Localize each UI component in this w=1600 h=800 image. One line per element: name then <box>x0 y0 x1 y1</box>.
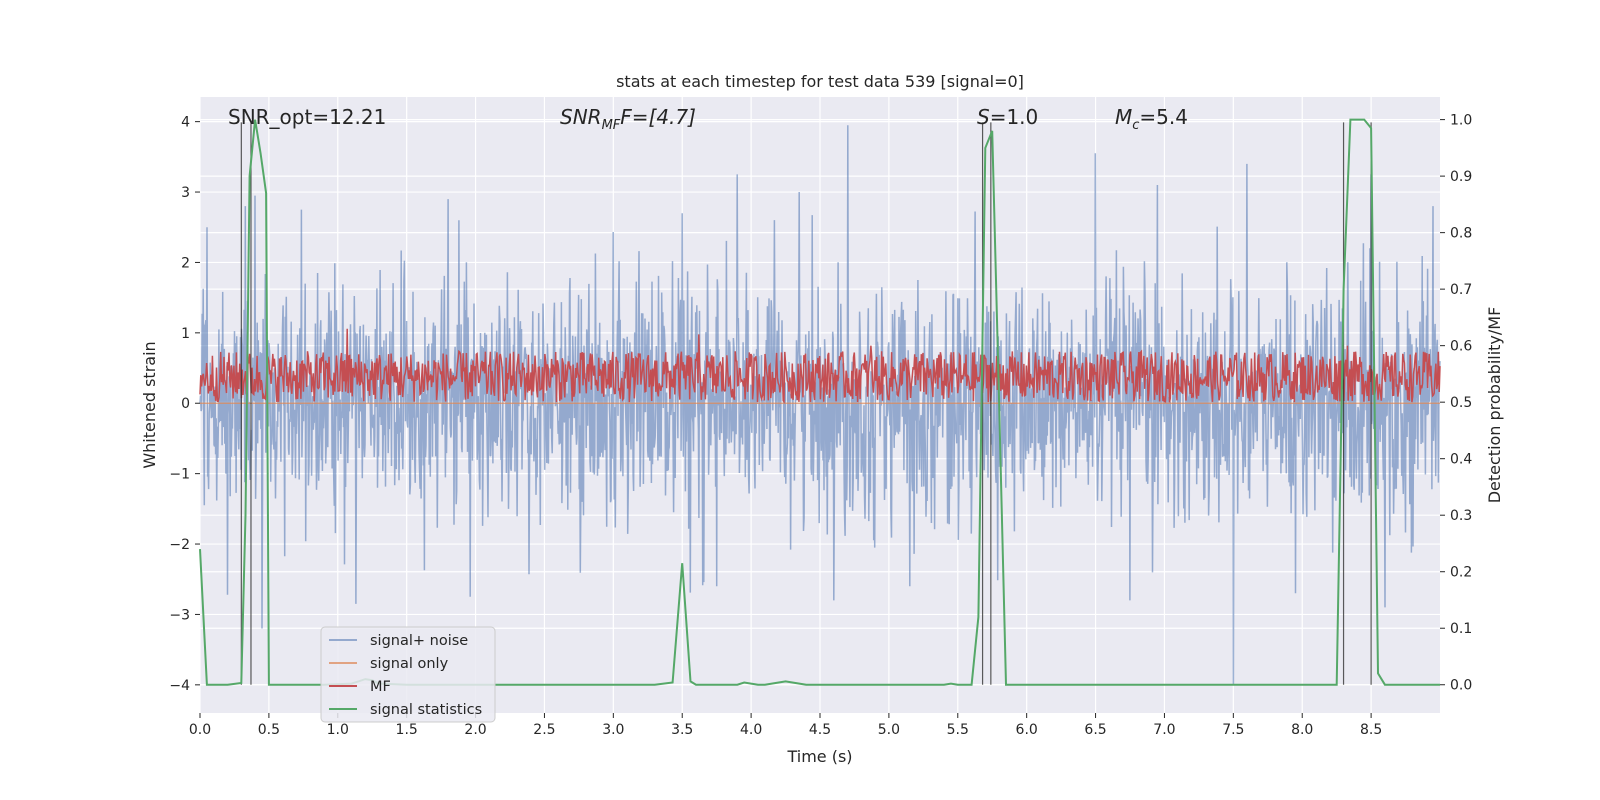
x-tick-label-12: 6.0 <box>1016 722 1038 738</box>
x-tick-label-1: 0.5 <box>258 722 280 738</box>
legend-label-mf: MF <box>370 679 391 695</box>
annotation-mc-sub: c <box>1132 118 1139 133</box>
x-tick-label-8: 4.0 <box>740 722 762 738</box>
y2-tick-label-9: 0.1 <box>1450 621 1472 637</box>
signal-statistics-line <box>199 118 1440 686</box>
y-tick-label-7: −3 <box>169 607 190 623</box>
annotation-mc-rest: =5.4 <box>1139 105 1188 129</box>
mf-line <box>199 328 1441 404</box>
annotation-mc-main: M <box>1115 105 1132 129</box>
x-tick-label-5: 2.5 <box>533 722 555 738</box>
x-tick-label-9: 4.5 <box>809 722 831 738</box>
annotation-snr-mf-main: SNR <box>560 105 602 129</box>
y-tick-label-1: 3 <box>181 185 190 201</box>
y2-tick-label-0: 1.0 <box>1450 113 1472 129</box>
y-tick-label-5: −1 <box>169 467 190 483</box>
y-tick-label-6: −2 <box>169 537 190 553</box>
chart-title: stats at each timestep for test data 539… <box>616 72 1024 91</box>
annotation-snr-mf: SNRMFF=[4.7] <box>560 105 696 133</box>
x-tick-label-0: 0.0 <box>189 722 211 738</box>
annotation-snr-mf-rest: F=[4.7] <box>620 105 696 129</box>
legend-label-signal-statistics: signal statistics <box>370 702 482 718</box>
annotation-s: S=1.0 <box>977 105 1038 129</box>
x-axis-ticks: 0.0 0.5 1.0 1.5 2.0 2.5 3.0 3.5 4.0 4.5 5.0 5.5 6.0 6… <box>189 713 1382 738</box>
series-mf <box>199 328 1441 404</box>
y2-tick-label-1: 0.9 <box>1450 169 1472 185</box>
y-tick-label-4: 0 <box>181 396 190 412</box>
legend-label-signal-noise: signal+ noise <box>370 633 468 649</box>
y2-tick-label-5: 0.5 <box>1450 395 1472 411</box>
y-axis-ticks: 4 3 2 1 0 −1 −2 −3 −4 <box>169 115 200 694</box>
x-tick-label-11: 5.5 <box>947 722 969 738</box>
y-tick-label-2: 2 <box>181 255 190 271</box>
legend-box <box>320 626 496 723</box>
x-axis-label: Time (s) <box>786 747 852 766</box>
x-tick-label-13: 6.5 <box>1084 722 1106 738</box>
annotation-s-main: S <box>977 105 990 129</box>
y2-tick-label-6: 0.4 <box>1450 452 1472 468</box>
x-tick-label-10: 5.0 <box>878 722 900 738</box>
y2-tick-label-4: 0.6 <box>1450 339 1472 355</box>
y2-tick-label-10: 0.0 <box>1450 678 1472 694</box>
y2-tick-label-8: 0.2 <box>1450 565 1472 581</box>
y2-tick-label-3: 0.7 <box>1450 282 1472 298</box>
annotation-snr-mf-sub: MF <box>602 118 621 133</box>
x-tick-label-6: 3.0 <box>602 722 624 738</box>
legend-label-signal-only: signal only <box>370 656 449 672</box>
y-tick-label-8: −4 <box>169 678 190 694</box>
x-tick-label-17: 8.5 <box>1360 722 1382 738</box>
x-tick-label-16: 8.0 <box>1291 722 1313 738</box>
y-axis-label: Whitened strain <box>140 341 159 468</box>
x-tick-label-2: 1.0 <box>327 722 349 738</box>
x-tick-label-14: 7.0 <box>1153 722 1175 738</box>
y2-tick-label-2: 0.8 <box>1450 226 1472 242</box>
annotation-s-rest: =1.0 <box>990 105 1039 129</box>
x-tick-label-7: 3.5 <box>671 722 693 738</box>
series-signal-statistics <box>199 118 1440 686</box>
x-tick-label-15: 7.5 <box>1222 722 1244 738</box>
y-tick-label-0: 4 <box>181 115 190 131</box>
y-tick-label-3: 1 <box>181 326 190 342</box>
y2-tick-label-7: 0.3 <box>1450 508 1472 524</box>
annotation-snr-opt: SNR_opt=12.21 <box>228 105 386 129</box>
y2-axis-label: Detection probability/MF <box>1485 307 1504 504</box>
x-tick-label-3: 1.5 <box>396 722 418 738</box>
x-tick-label-4: 2.0 <box>464 722 486 738</box>
y2-axis-ticks: 1.0 0.9 0.8 0.7 0.6 0.5 0.4 0.3 0.2 0.1 0.0 <box>1440 113 1472 694</box>
legend: signal+ noise signal only MF signal stat… <box>320 626 496 723</box>
annotation-mc: Mc=5.4 <box>1115 105 1188 133</box>
vertical-markers <box>240 122 1372 685</box>
